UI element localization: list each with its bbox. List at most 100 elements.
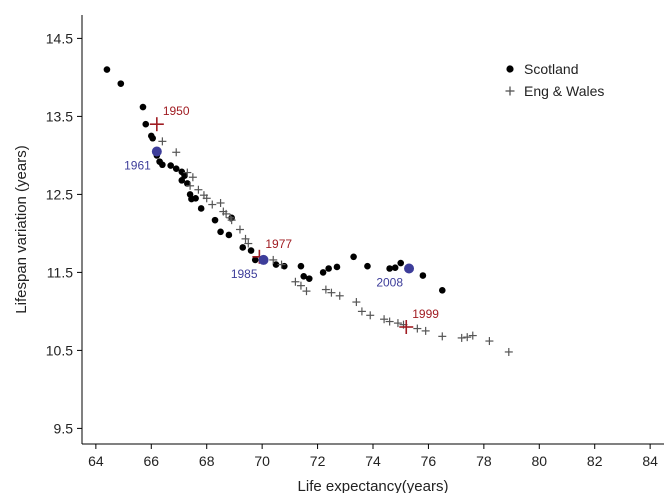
scotland-point — [178, 177, 186, 184]
eng-wales-point — [393, 319, 402, 328]
scotland-point — [333, 263, 341, 271]
scotland-point — [397, 259, 405, 267]
eng-wales-point — [327, 288, 336, 297]
eng-wales-point — [385, 317, 394, 326]
eng-wales-point — [202, 194, 211, 203]
y-tick-label: 11.5 — [47, 264, 73, 280]
scotland-point — [167, 162, 174, 169]
scotland-point — [272, 261, 280, 268]
eng-wales-point — [302, 287, 311, 296]
eng-wales-point — [172, 148, 181, 157]
eng-wales-point — [235, 225, 244, 234]
highlight-point-1950 — [149, 117, 164, 132]
eng-wales-point — [421, 326, 430, 335]
eng-wales-point — [321, 285, 330, 294]
x-tick-label: 78 — [476, 453, 492, 469]
y-axis-label: Lifespan variation (years) — [13, 145, 30, 313]
eng-wales-point — [194, 185, 203, 194]
highlight-point-2008 — [404, 263, 415, 274]
eng-wales-point — [380, 315, 389, 324]
y-tick-label: 13.5 — [46, 108, 73, 124]
x-tick-label: 82 — [587, 453, 603, 469]
eng-wales-point — [241, 234, 250, 243]
eng-wales-point — [296, 281, 305, 290]
eng-wales-point — [438, 332, 447, 341]
scotland-point — [159, 161, 166, 169]
scotland-point — [142, 120, 150, 128]
scotland-point — [149, 134, 156, 142]
year-label-1985: 1985 — [231, 267, 258, 281]
eng-wales-point — [463, 333, 472, 342]
x-tick-label: 84 — [642, 453, 658, 469]
highlight-point-1985 — [258, 254, 269, 265]
scotland-point — [172, 165, 180, 172]
eng-wales-point — [366, 311, 375, 320]
legend-label-scotland: Scotland — [524, 61, 578, 77]
eng-wales-point — [277, 260, 286, 269]
scotland-point — [305, 275, 313, 282]
scotland-point — [300, 273, 308, 280]
y-tick-label: 14.5 — [46, 30, 73, 46]
year-label-1977: 1977 — [265, 237, 292, 251]
scotland-point — [103, 66, 111, 73]
scotland-point — [225, 231, 233, 239]
scotland-point — [438, 287, 446, 294]
eng-wales-point — [208, 200, 217, 209]
x-tick-label: 68 — [199, 453, 215, 469]
x-tick-label: 74 — [365, 453, 381, 469]
highlight-point-1999 — [399, 320, 414, 334]
eng-wales-point — [188, 173, 197, 182]
highlight-point-1961 — [151, 146, 162, 157]
scotland-point — [184, 180, 191, 187]
year-label-1961: 1961 — [124, 159, 151, 173]
year-label-1950: 1950 — [163, 104, 190, 118]
scotland-point — [211, 216, 219, 224]
scotland-point — [117, 80, 125, 87]
scotland-point — [139, 103, 147, 111]
scotland-point — [297, 262, 305, 270]
scotland-point — [319, 269, 327, 276]
x-tick-label: 76 — [421, 453, 437, 469]
eng-wales-point — [183, 168, 192, 177]
eng-wales-point — [222, 209, 231, 218]
eng-wales-point — [216, 198, 225, 207]
x-axis-label: Life expectancy(years) — [298, 478, 449, 493]
scotland-point — [217, 228, 224, 236]
scotland-point — [364, 262, 371, 270]
eng-wales-point — [227, 216, 236, 225]
scotland-point — [419, 272, 427, 279]
year-label-2008: 2008 — [376, 276, 403, 290]
eng-wales-point — [357, 307, 366, 316]
eng-wales-point — [291, 277, 300, 286]
legend-marker-eng-wales — [505, 86, 515, 96]
eng-wales-point — [244, 239, 253, 248]
y-tick-label: 12.5 — [46, 186, 73, 202]
scotland-point — [391, 264, 399, 272]
scotland-point — [247, 247, 255, 254]
eng-wales-point — [413, 324, 422, 333]
eng-wales-point — [335, 291, 344, 300]
scotland-point — [350, 253, 357, 261]
scotland-point — [251, 256, 259, 264]
x-tick-label: 66 — [143, 453, 159, 469]
year-label-1999: 1999 — [412, 307, 439, 321]
eng-wales-point — [504, 347, 513, 356]
y-tick-label: 9.5 — [54, 420, 74, 436]
scotland-point — [386, 265, 393, 272]
scotland-point — [192, 195, 199, 202]
eng-wales-point — [485, 337, 494, 346]
scotland-point — [239, 244, 247, 251]
eng-wales-point — [468, 331, 477, 340]
x-tick-label: 72 — [310, 453, 326, 469]
eng-wales-point — [158, 137, 167, 146]
eng-wales-point — [186, 181, 195, 190]
x-tick-label: 64 — [88, 453, 104, 469]
x-tick-label: 70 — [254, 453, 270, 469]
eng-wales-point — [352, 298, 361, 307]
legend-marker-scotland — [506, 65, 514, 73]
x-tick-label: 80 — [531, 453, 547, 469]
legend-label-eng-wales: Eng & Wales — [524, 83, 604, 99]
scotland-point — [325, 265, 332, 272]
eng-wales-point — [269, 255, 278, 264]
